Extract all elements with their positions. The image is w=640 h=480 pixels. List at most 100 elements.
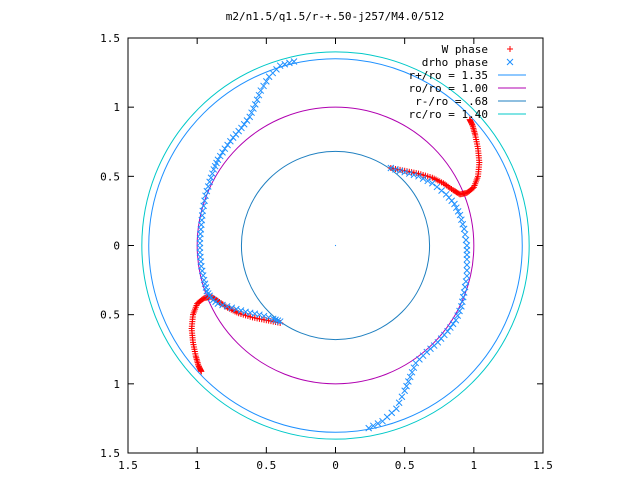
point-s1-a0-73 [260,312,268,320]
point-s1-a1-36 [463,272,471,280]
point-s1-a0-76 [272,316,279,324]
y-tick-label-3: 0 [113,240,120,253]
point-s1-a1-6 [393,405,400,413]
point-s1-a1-57 [428,179,436,187]
legend-label-1: drho phase [422,56,488,69]
point-s1-a1-66 [387,164,395,172]
point-s1-a1-44 [461,231,469,238]
point-s1-a1-49 [454,208,462,215]
point-s1-a0-14 [248,109,255,117]
point-s1-a0-34 [204,183,212,190]
point-s1-a1-63 [401,168,409,176]
y-tick-label-0: 1.5 [100,32,120,45]
x-tick-label-1: 1 [194,459,201,472]
point-s1-a1-65 [392,166,399,173]
x-tick-label-6: 1.5 [533,459,553,472]
point-s1-a1-55 [438,187,445,194]
point-s0-a0-84 [466,116,473,123]
point-s1-a1-29 [456,307,463,315]
point-s1-a1-1 [369,422,377,430]
y-tick-label-5: 1 [113,378,120,391]
point-s1-a1-2 [374,420,382,427]
legend-swatch-0 [507,46,513,52]
x-tick-label-3: 0 [332,459,339,472]
point-s1-a0-8 [260,82,267,90]
point-s1-a0-21 [229,134,237,141]
y-tick-label-1: 1 [113,101,120,114]
point-s1-a1-45 [460,225,468,233]
point-s1-a0-33 [206,178,213,186]
point-s1-a0-9 [257,87,265,94]
point-s1-a1-47 [458,216,465,224]
point-s1-a1-10 [403,382,410,390]
point-s1-a0-67 [233,305,240,313]
legend-label-2: r+/ro = 1.35 [409,69,488,82]
point-s1-a0-32 [207,174,215,182]
point-s1-a1-37 [463,267,471,274]
point-s1-a0-63 [214,300,222,307]
point-s1-a1-26 [449,320,457,328]
point-s1-a0-25 [219,149,226,156]
point-s1-a1-8 [398,393,406,401]
point-s1-a1-46 [459,220,467,228]
point-s1-a1-35 [462,278,470,285]
circle-series-5 [141,51,530,440]
point-s1-a0-35 [203,187,211,195]
circle-series-2 [148,58,523,433]
legend-label-4: r-/ro = .68 [415,95,488,108]
point-s1-a0-26 [216,152,224,160]
point-s1-a0-31 [209,170,216,177]
point-s1-a0-65 [223,303,231,310]
point-s1-a1-54 [442,190,450,198]
y-tick-label-6: 1.5 [100,447,120,460]
point-s1-a0-23 [224,141,231,149]
x-tick-label-5: 1 [471,459,478,472]
point-s1-a1-42 [463,242,471,249]
point-s1-a0-10 [255,91,263,99]
point-s1-a0-68 [237,307,245,314]
legend-label-0: W phase [442,43,488,56]
point-s1-a1-61 [410,171,418,179]
chart-title: m2/n1.5/q1.5/r-+.50-j257/M4.0/512 [226,10,445,23]
point-s1-a0-64 [219,301,226,309]
point-s1-a0-16 [243,117,251,124]
point-s1-a1-27 [452,316,460,324]
point-s1-a0-72 [256,311,263,319]
point-s1-a1-12 [406,373,414,381]
point-s1-a1-59 [419,175,427,182]
point-s1-a0-0 [290,58,298,65]
point-s1-a1-56 [433,183,441,191]
point-s1-a1-13 [408,368,416,376]
point-s1-a0-12 [251,101,259,108]
point-s1-a0-11 [253,96,261,104]
point-s1-a0-24 [221,145,229,153]
point-s1-a0-30 [210,166,218,173]
point-s1-a1-50 [452,204,460,212]
point-s1-a0-66 [228,304,236,312]
point-s1-a0-2 [281,60,289,68]
legend-label-5: rc/ro = 1.40 [409,108,488,121]
point-s1-a0-6 [265,73,273,81]
point-s1-a1-14 [410,364,418,372]
origin-point [334,244,337,247]
point-s1-a1-58 [424,177,432,185]
point-s1-a1-34 [461,283,469,291]
legend-swatch-1 [506,58,514,66]
point-s1-a1-11 [405,378,412,385]
point-s1-a1-60 [415,172,422,180]
point-s1-a1-48 [456,211,464,219]
reference-circles [141,51,530,440]
point-s1-a1-25 [446,324,454,331]
x-tick-label-4: 0.5 [395,459,415,472]
point-s1-a1-62 [405,170,413,177]
point-s1-a0-15 [246,113,254,121]
point-s1-a1-64 [396,167,404,175]
point-s1-a0-1 [286,59,293,67]
point-s1-a1-9 [401,387,409,395]
x-tick-label-0: 1.5 [118,459,138,472]
point-s1-a1-24 [444,327,451,335]
legend-label-3: ro/ro = 1.00 [409,82,488,95]
